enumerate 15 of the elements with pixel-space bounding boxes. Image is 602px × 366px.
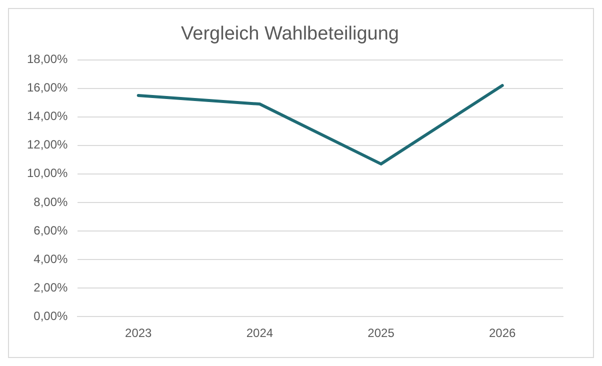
- chart-title: Vergleich Wahlbeteiligung: [181, 24, 399, 45]
- x-tick-label: 2026: [488, 326, 516, 340]
- y-tick-label: 10,00%: [26, 166, 68, 180]
- y-tick-label: 8,00%: [34, 194, 68, 209]
- y-tick-label: 14,00%: [26, 109, 68, 124]
- y-tick-label: 4,00%: [34, 252, 68, 266]
- y-tick-label: 16,00%: [26, 80, 68, 95]
- y-tick-label: 0,00%: [34, 308, 68, 323]
- x-tick-label: 2025: [368, 326, 395, 340]
- y-tick-label: 18,00%: [26, 52, 68, 66]
- y-tick-label: 2,00%: [34, 280, 68, 294]
- y-tick-label: 12,00%: [26, 138, 68, 152]
- x-tick-label: 2023: [125, 326, 152, 340]
- x-tick-label: 2024: [246, 326, 274, 340]
- y-tick-label: 6,00%: [34, 223, 68, 238]
